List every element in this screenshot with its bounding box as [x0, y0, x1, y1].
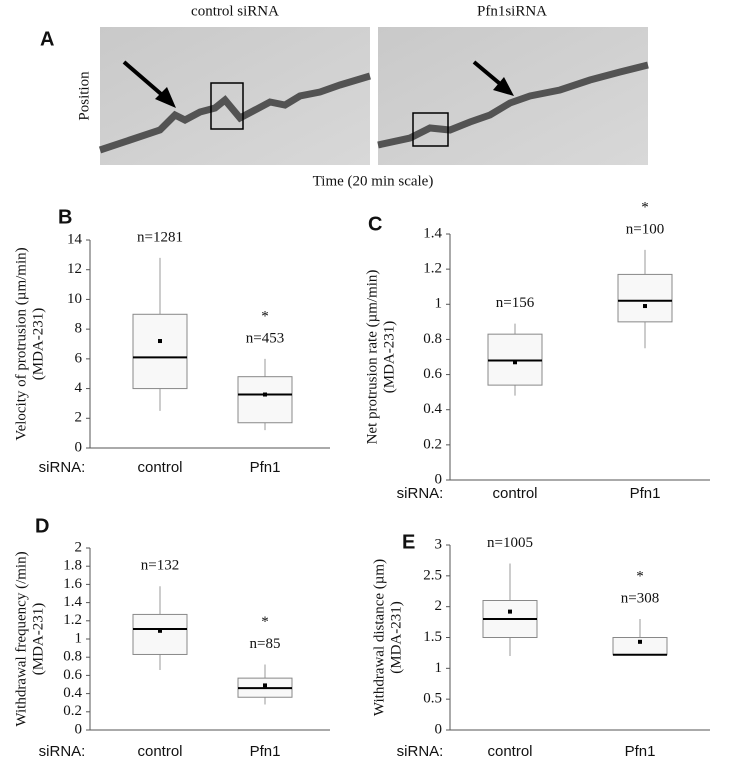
y-tick-label: 1.2 — [63, 612, 82, 628]
y-axis-label: (MDA-231) — [30, 308, 46, 381]
y-tick-label: 1.4 — [423, 225, 442, 241]
mean — [263, 392, 267, 397]
group-label: siRNA: — [39, 743, 86, 760]
mean — [638, 639, 642, 644]
box — [132, 313, 188, 390]
y-tick-label: 10 — [67, 291, 82, 307]
x-tick-label: control — [492, 485, 537, 502]
y-tick-label: 1 — [435, 296, 443, 312]
kymograph-title: control siRNA — [191, 3, 279, 19]
x-tick-label: Pfn1 — [630, 485, 661, 502]
y-tick-label: 0.6 — [423, 366, 442, 382]
mean — [158, 339, 162, 344]
y-tick-label: 1.2 — [423, 261, 442, 277]
n-label: n=1281 — [137, 229, 183, 245]
y-axis-label: Withdrawal frequency (/min) — [13, 551, 29, 726]
mean — [643, 304, 647, 309]
n-label: n=453 — [246, 330, 284, 346]
y-tick-label: 0 — [75, 439, 83, 455]
y-axis-label: Velocity of protrusion (µm/min) — [13, 247, 29, 440]
kymograph-title: Pfn1siRNA — [477, 3, 547, 19]
kymograph-left — [98, 27, 372, 165]
y-tick-label: 1 — [435, 660, 443, 676]
n-label: n=1005 — [487, 535, 533, 551]
group-label: siRNA: — [397, 485, 444, 502]
y-axis-label: Position — [76, 71, 92, 121]
y-tick-label: 1 — [75, 630, 83, 646]
y-tick-label: 2 — [75, 539, 83, 555]
mean — [513, 360, 517, 365]
y-tick-label: 0 — [435, 471, 443, 487]
group-label: siRNA: — [397, 743, 444, 760]
y-tick-label: 0.8 — [423, 331, 442, 347]
mean — [158, 628, 162, 633]
y-axis-label: (MDA-231) — [30, 603, 46, 676]
y-tick-label: 0.5 — [423, 691, 442, 707]
y-tick-label: 1.8 — [63, 558, 82, 574]
y-axis-label: Net protrusion rate (µm/min) — [364, 270, 380, 445]
y-tick-label: 2 — [435, 598, 443, 614]
y-axis-label: (MDA-231) — [388, 601, 404, 674]
y-tick-label: 4 — [75, 380, 83, 396]
y-tick-label: 0.4 — [63, 685, 82, 701]
significance: * — [641, 199, 649, 215]
panel-letter: D — [35, 515, 49, 537]
x-tick-label: Pfn1 — [250, 459, 281, 476]
box — [617, 273, 673, 323]
mean — [508, 609, 512, 614]
mean — [263, 683, 267, 688]
x-tick-label: control — [487, 743, 532, 760]
n-label: n=132 — [141, 558, 179, 574]
y-tick-label: 12 — [67, 261, 82, 277]
panel-letter: B — [58, 206, 72, 228]
n-label: n=85 — [250, 636, 281, 652]
kymograph-right — [377, 27, 649, 165]
y-tick-label: 3 — [435, 536, 443, 552]
y-axis-label: Withdrawal distance (µm) — [371, 559, 387, 716]
box — [237, 376, 293, 424]
y-tick-label: 2 — [75, 410, 83, 426]
y-tick-label: 2.5 — [423, 567, 442, 583]
y-tick-label: 6 — [75, 350, 83, 366]
significance: * — [261, 614, 269, 630]
y-tick-label: 0 — [435, 721, 443, 737]
panel-letter: E — [402, 531, 415, 553]
n-label: n=308 — [621, 590, 659, 606]
y-tick-label: 1.6 — [63, 576, 82, 592]
panel-letter: C — [368, 213, 382, 235]
y-tick-label: 0.6 — [63, 667, 82, 683]
y-axis-label: (MDA-231) — [381, 321, 397, 394]
n-label: n=100 — [626, 221, 664, 237]
y-tick-label: 1.4 — [63, 594, 82, 610]
y-tick-label: 1.5 — [423, 629, 442, 645]
x-tick-label: Pfn1 — [250, 743, 281, 760]
x-tick-label: control — [137, 459, 182, 476]
x-axis-label: Time (20 min scale) — [313, 173, 434, 189]
y-tick-label: 0.2 — [423, 436, 442, 452]
y-tick-label: 0 — [75, 721, 83, 737]
significance: * — [261, 308, 269, 324]
x-tick-label: Pfn1 — [625, 743, 656, 760]
group-label: siRNA: — [39, 459, 86, 476]
box — [132, 613, 188, 655]
panel-letter: A — [40, 28, 54, 50]
n-label: n=156 — [496, 295, 535, 311]
significance: * — [636, 568, 644, 584]
y-tick-label: 0.4 — [423, 401, 442, 417]
x-tick-label: control — [137, 743, 182, 760]
y-tick-label: 0.2 — [63, 703, 82, 719]
y-tick-label: 0.8 — [63, 649, 82, 665]
y-tick-label: 14 — [67, 231, 83, 247]
y-tick-label: 8 — [75, 321, 83, 337]
